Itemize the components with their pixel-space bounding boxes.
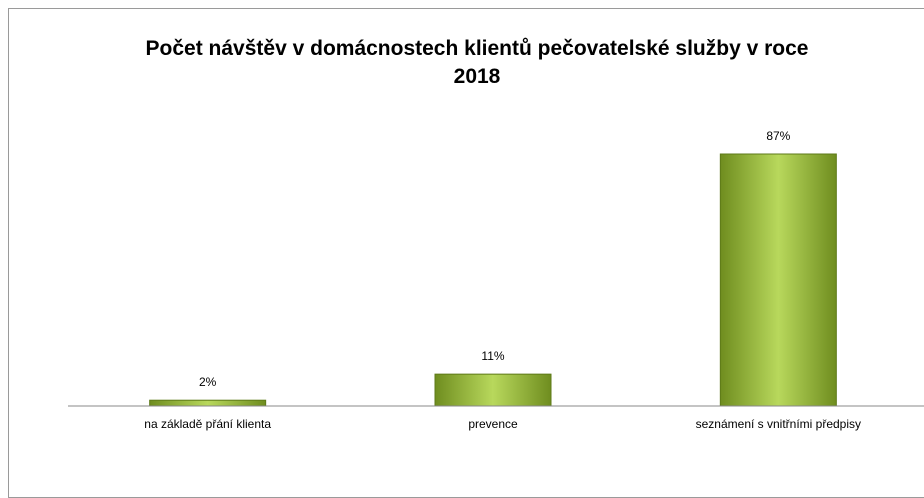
- x-tick-label: prevence: [468, 417, 518, 431]
- x-tick-label: seznámení s vnitřními předpisy: [696, 417, 861, 431]
- x-tick-label: na základě přání klienta: [144, 417, 271, 431]
- data-label: 11%: [481, 349, 504, 363]
- bar: [149, 399, 267, 407]
- chart-title: Počet návštěv v domácnostech klientů peč…: [145, 37, 809, 88]
- data-label: 87%: [766, 129, 790, 143]
- data-label: 2%: [199, 375, 217, 389]
- bar: [434, 373, 552, 407]
- chart: 2% na základě přání klienta 11% prevence 87%…: [68, 129, 924, 431]
- bar: [719, 153, 837, 407]
- page: {"chart_data": {"type": "bar", "title": …: [8, 8, 924, 498]
